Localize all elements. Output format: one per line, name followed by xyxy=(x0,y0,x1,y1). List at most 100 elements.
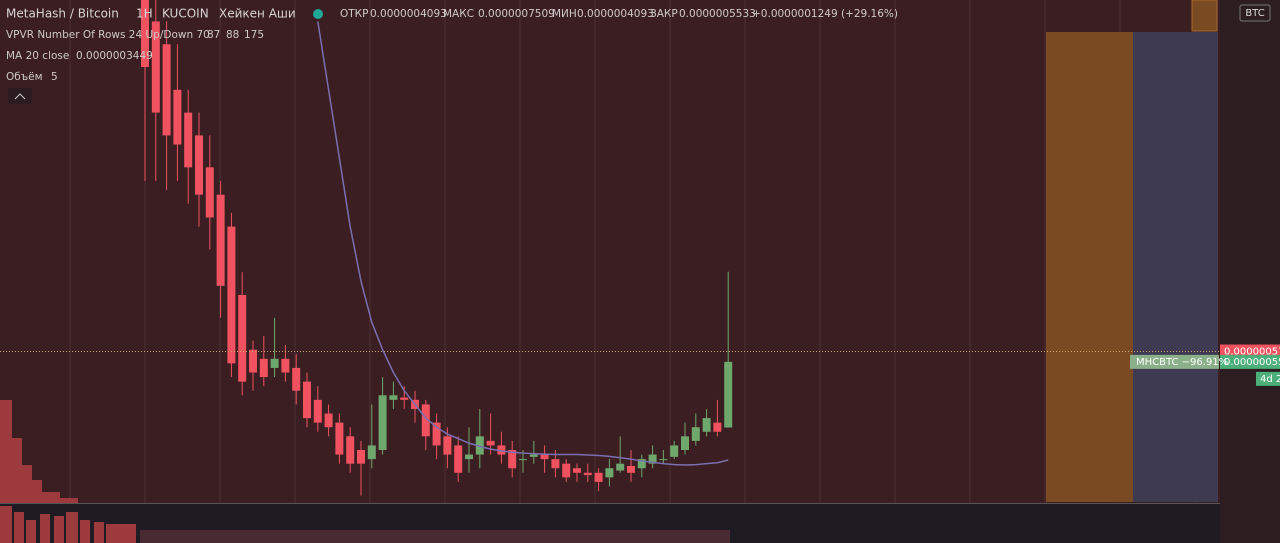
candle-body xyxy=(162,44,171,136)
candle-body xyxy=(205,167,214,218)
candle-body xyxy=(465,454,473,460)
indicator-name: Объём xyxy=(6,71,43,83)
vpvr-up-box xyxy=(1046,32,1133,502)
ohlc-label: ОТКР xyxy=(340,8,368,20)
candle-body xyxy=(249,349,257,373)
price-axis xyxy=(1220,0,1280,543)
candle-body xyxy=(346,436,355,464)
candle-body xyxy=(713,422,722,432)
legend: MetaHash / Bitcoin 1H KUCOIN Хейкен Аши … xyxy=(6,7,898,104)
change: +0.0000001249 (+29.16%) xyxy=(752,8,898,20)
candle-body xyxy=(216,194,225,286)
indicator-value: 175 xyxy=(244,29,264,41)
candle-body xyxy=(627,465,635,473)
candle-body xyxy=(227,226,236,364)
price-tag-label: 0.000000576 xyxy=(1224,347,1280,358)
candle-body xyxy=(670,445,679,457)
volume-profile xyxy=(0,400,78,503)
candle-body xyxy=(173,89,182,145)
candle-body xyxy=(281,358,290,373)
indicator-name: MA 20 close xyxy=(6,50,69,62)
price-tag-label: 0.000000553 xyxy=(1224,357,1280,368)
candle-body xyxy=(335,422,344,455)
candle-body xyxy=(432,422,441,446)
currency: BTC xyxy=(1245,8,1264,19)
candle-body xyxy=(551,459,560,469)
candle-body xyxy=(270,358,279,368)
candle-body xyxy=(681,436,689,450)
candle-body xyxy=(616,463,625,471)
ohlc-label: ЗАКР xyxy=(650,8,678,20)
price-tag xyxy=(1220,354,1280,369)
candle-body xyxy=(508,449,517,469)
ohlc-label: МАКС xyxy=(443,8,474,20)
candle-body xyxy=(475,436,484,455)
candle-body xyxy=(303,381,311,419)
ma-line xyxy=(317,21,729,466)
candle-body xyxy=(357,449,365,464)
candle-body xyxy=(486,440,495,446)
candle-body xyxy=(529,454,538,457)
ohlc-value: 0.0000004093 xyxy=(577,8,654,20)
exchange: KUCOIN xyxy=(162,7,209,21)
collapse-icon xyxy=(14,93,26,100)
candle-body xyxy=(583,472,592,476)
candle-body xyxy=(324,413,333,428)
candle-body xyxy=(702,418,711,432)
indicator-value: 87 xyxy=(207,29,220,41)
indicator-value: 5 xyxy=(51,71,58,83)
interval: 1H xyxy=(136,7,153,21)
collapse-button[interactable] xyxy=(8,88,32,104)
indicator-value: 0.0000003449 xyxy=(76,50,153,62)
candle-body xyxy=(562,463,571,478)
candle-body xyxy=(691,427,700,441)
candle-body xyxy=(313,399,322,423)
candle-body xyxy=(637,459,646,469)
vpvr-top-box xyxy=(1191,0,1218,32)
candle-body xyxy=(259,358,268,378)
symbol: MetaHash / Bitcoin xyxy=(6,7,119,21)
chart-style: Хейкен Аши xyxy=(219,7,296,21)
vpvr-down-box xyxy=(1133,32,1218,502)
symbol-tag xyxy=(1130,354,1219,369)
candle-body xyxy=(659,459,668,461)
status-dot xyxy=(313,9,323,19)
candle-body xyxy=(389,395,398,400)
indicator-value: 88 xyxy=(226,29,239,41)
candle-body xyxy=(184,112,193,168)
candle-body xyxy=(378,395,387,450)
candle-body xyxy=(367,445,376,460)
candle-body xyxy=(151,21,160,113)
ohlc-value: 0.0000004093 xyxy=(370,8,447,20)
ohlc-label: МИН xyxy=(552,8,577,20)
candle-body xyxy=(443,436,452,455)
candle-body xyxy=(400,397,409,400)
candle-body xyxy=(421,404,430,437)
price-tags: 0.0000005760.000000553MHCBTC −96.91% 4d 2 xyxy=(1130,344,1280,386)
candle-body xyxy=(724,361,733,428)
candle-body xyxy=(292,367,301,391)
currency-box xyxy=(1239,4,1271,22)
candle-body xyxy=(238,294,247,382)
candle-body xyxy=(519,459,527,461)
candles xyxy=(141,0,733,496)
candle-body xyxy=(594,472,603,482)
countdown-tag xyxy=(1256,371,1280,386)
volume-bars xyxy=(0,506,730,543)
candle-body xyxy=(195,135,203,195)
candle-body xyxy=(605,468,614,478)
countdown-label: 4d 2 xyxy=(1260,374,1280,385)
ohlc-value: 0.0000007509 xyxy=(478,8,555,20)
candle-body xyxy=(141,0,149,68)
candle-body xyxy=(648,454,657,464)
symbol-tag-label: MHCBTC −96.91% xyxy=(1136,357,1228,368)
candle-body xyxy=(573,468,581,473)
indicator-name: VPVR Number Of Rows 24 Up/Down 70 xyxy=(6,29,210,41)
vertical-grid xyxy=(69,0,1196,503)
candle-body xyxy=(497,445,506,455)
ohlc-value: 0.0000005533 xyxy=(679,8,756,20)
candle-body xyxy=(454,445,463,473)
candle-body xyxy=(540,454,549,460)
